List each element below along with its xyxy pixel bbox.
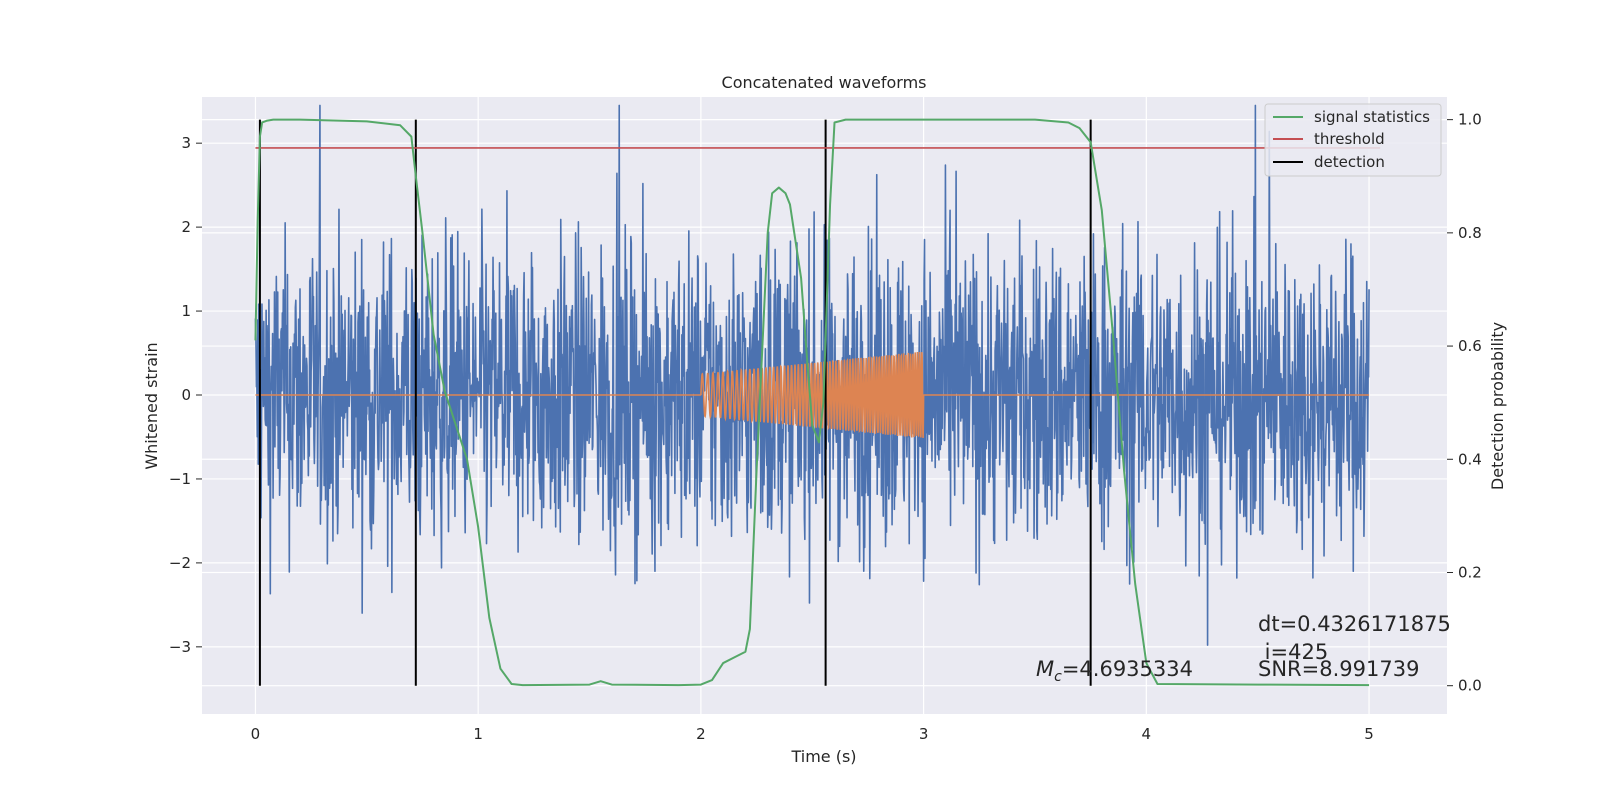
legend: signal statistics threshold detection	[1264, 103, 1442, 177]
y2-tick-label-5: 1.0	[1458, 111, 1482, 129]
annotation-index: i=425	[1258, 640, 1328, 664]
y2-tick-label-2: 0.4	[1458, 450, 1482, 468]
y2-tick-label-0: 0.0	[1458, 677, 1482, 695]
tick-labels: 0 1 2 3 4 5 −3 −2 −1 0 1 2 3 0.0 0.2 0.4 0.6 0.8 1.0	[169, 111, 1482, 743]
x-axis-label: Time (s)	[790, 747, 856, 766]
y-tick-label-3: 0	[181, 386, 191, 404]
series-template	[255, 351, 1370, 438]
x-tick-label-5: 5	[1364, 725, 1374, 743]
annotation-snr: SNR=8.991739	[1258, 657, 1419, 681]
x-tick-label-3: 3	[919, 725, 929, 743]
y-tick-label-0: −3	[169, 638, 191, 656]
legend-label-threshold: threshold	[1314, 130, 1385, 148]
annotation-chirp-mass: Mc=4.6935334	[1036, 657, 1193, 685]
plot-data	[254, 104, 1381, 687]
y-tick-label-5: 2	[181, 218, 191, 236]
y-axis-label: Whitened strain	[142, 342, 161, 469]
x-tick-label-1: 1	[473, 725, 483, 743]
annotation-dt: dt=0.4326171875	[1258, 612, 1451, 636]
y2-tick-label-1: 0.2	[1458, 563, 1482, 581]
y2-tick-label-3: 0.6	[1458, 337, 1482, 355]
legend-label-detection: detection	[1314, 153, 1385, 171]
y2-axis-label: Detection probability	[1488, 322, 1507, 490]
x-tick-label-0: 0	[251, 725, 261, 743]
x-tick-label-2: 2	[696, 725, 706, 743]
legend-box	[1264, 103, 1442, 177]
chart-title: Concatenated waveforms	[722, 73, 927, 92]
y-tick-label-1: −2	[169, 554, 191, 572]
x-tick-label-4: 4	[1142, 725, 1152, 743]
y2-tick-label-4: 0.8	[1458, 224, 1482, 242]
y-tick-label-2: −1	[169, 470, 191, 488]
series-signal-statistics	[254, 118, 1370, 687]
series-strain	[254, 104, 1370, 646]
y-tick-label-4: 1	[181, 302, 191, 320]
y-tick-label-6: 3	[181, 134, 191, 152]
legend-label-signal-statistics: signal statistics	[1314, 108, 1430, 126]
